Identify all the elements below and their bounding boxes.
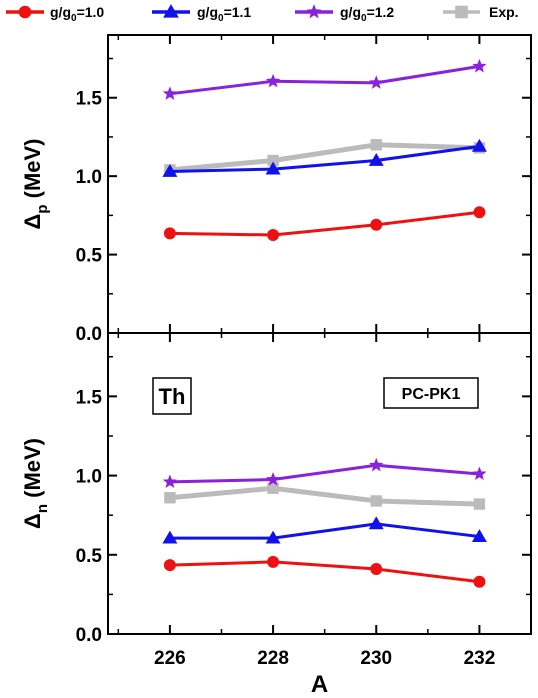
series-line-g12-top: [169, 64, 480, 96]
data-point-g12-top-230: [369, 75, 384, 89]
data-point-g11-top-226: [162, 163, 178, 177]
data-point-g12-bottom-230: [369, 457, 384, 472]
annotation-text-1: PC-PK1: [402, 386, 461, 403]
data-point-g11-top-228: [265, 161, 281, 175]
annotation-0: Th: [152, 377, 192, 415]
legend-marker-exp: [455, 5, 468, 19]
data-point-g10-top-226: [163, 227, 176, 240]
series-g12-bottom: [162, 457, 487, 488]
data-point-exp-top-228: [267, 154, 279, 167]
y-tick-label-top: 0.5: [76, 246, 103, 267]
data-point-g10-top-228: [267, 228, 280, 241]
series-line-g11-top: [169, 144, 480, 173]
data-point-g12-top-226: [162, 86, 178, 100]
panel-bottom: 0.0 0.5 1.0 1.5 Δn (MeV) Th PC-PK1: [20, 332, 532, 646]
annotation-box-0: [152, 377, 192, 415]
y-axis-title-bottom: Δn (MeV): [20, 438, 51, 529]
series-line-g10-top: [169, 210, 480, 237]
legend-item-g12: g/g0=1.2: [295, 4, 394, 24]
data-point-g11-bottom-228: [265, 530, 281, 544]
y-tick-label-bottom: 1.0: [76, 467, 102, 488]
series-line-exp-top: [169, 142, 480, 173]
data-point-g10-bottom-232: [473, 575, 486, 588]
data-point-g10-bottom-226: [163, 559, 176, 572]
legend-label-exp: Exp.: [489, 4, 519, 20]
data-point-g10-top-230: [370, 218, 383, 231]
y-tick-label-bottom: 0.5: [76, 546, 103, 567]
series-g12-top: [162, 58, 487, 100]
panel-frame-bottom: [107, 332, 532, 635]
annotation-box-1: [383, 377, 479, 409]
data-point-g11-bottom-232: [471, 529, 487, 542]
series-line-g12-bottom: [169, 463, 480, 484]
data-point-exp-bottom-228: [267, 482, 279, 494]
legend-marker-g11: [163, 4, 179, 18]
y-tick-label-top: 1.5: [76, 89, 103, 110]
series-g11-bottom: [162, 516, 487, 544]
legend-item-g10: g/g0=1.0: [6, 4, 104, 24]
data-point-g11-top-232: [471, 138, 487, 152]
x-tick-label: 232: [464, 648, 496, 669]
legend-marker-g10: [18, 5, 32, 19]
annotation-1: PC-PK1: [383, 377, 479, 409]
data-point-g11-bottom-226: [162, 530, 178, 544]
data-point-exp-top-230: [370, 139, 382, 151]
x-tick-label: 230: [360, 648, 392, 669]
legend-label-g11: g/g0=1.1: [197, 4, 251, 24]
x-tick-label: 226: [154, 648, 186, 669]
series-line-g11-bottom: [169, 522, 480, 540]
x-tick-label: 228: [257, 648, 289, 669]
y-tick-label-top: 1.0: [76, 167, 102, 188]
series-exp-bottom: [164, 482, 486, 510]
y-tick-label-bottom: 0.0: [76, 625, 102, 646]
series-line-g10-bottom: [169, 560, 480, 584]
y-tick-label-top: 0.0: [76, 324, 102, 345]
data-point-g12-bottom-226: [162, 474, 178, 488]
data-point-exp-bottom-232: [473, 498, 486, 510]
data-point-g10-bottom-228: [267, 555, 280, 568]
data-point-g11-top-230: [368, 152, 384, 166]
legend-label-g10: g/g0=1.0: [50, 4, 104, 24]
series-g11-top: [162, 138, 487, 177]
legend-label-g12: g/g0=1.2: [340, 4, 394, 24]
series-line-exp-bottom: [169, 485, 480, 507]
legend-item-g11: g/g0=1.1: [152, 4, 251, 24]
data-point-g12-bottom-228: [265, 472, 281, 486]
data-point-exp-bottom-230: [370, 495, 382, 507]
series-g10-top: [163, 206, 486, 241]
series-g10-bottom: [163, 555, 486, 588]
data-point-g10-top-232: [473, 206, 486, 219]
data-point-g12-top-232: [472, 58, 487, 73]
y-axis-title-top: Δp (MeV): [20, 139, 51, 230]
legend: g/g0=1.0 g/g0=1.1 g/g0=1.2 Exp.: [6, 4, 519, 24]
panel-frame-top: [107, 34, 532, 334]
legend-item-exp: Exp.: [443, 4, 519, 20]
y-tick-label-bottom: 1.5: [76, 387, 103, 408]
panels: 0.0 0.5 1.0 1.5 Δp (MeV) 0.0 0.5 1.0 1.5 Δn (MeV)…: [20, 34, 532, 646]
x-axis-title: A: [311, 671, 328, 698]
legend-marker-g12: [306, 4, 322, 19]
data-point-g12-bottom-232: [472, 466, 487, 481]
data-point-exp-bottom-226: [164, 492, 176, 504]
annotation-text-0: Th: [159, 384, 186, 409]
data-point-g12-top-228: [265, 73, 281, 88]
data-point-g10-bottom-230: [370, 563, 383, 576]
x-axis: 226 228 230 232 A: [154, 648, 495, 698]
panel-top: 0.0 0.5 1.0 1.5 Δp (MeV): [20, 34, 532, 345]
data-point-g11-bottom-230: [368, 516, 384, 530]
